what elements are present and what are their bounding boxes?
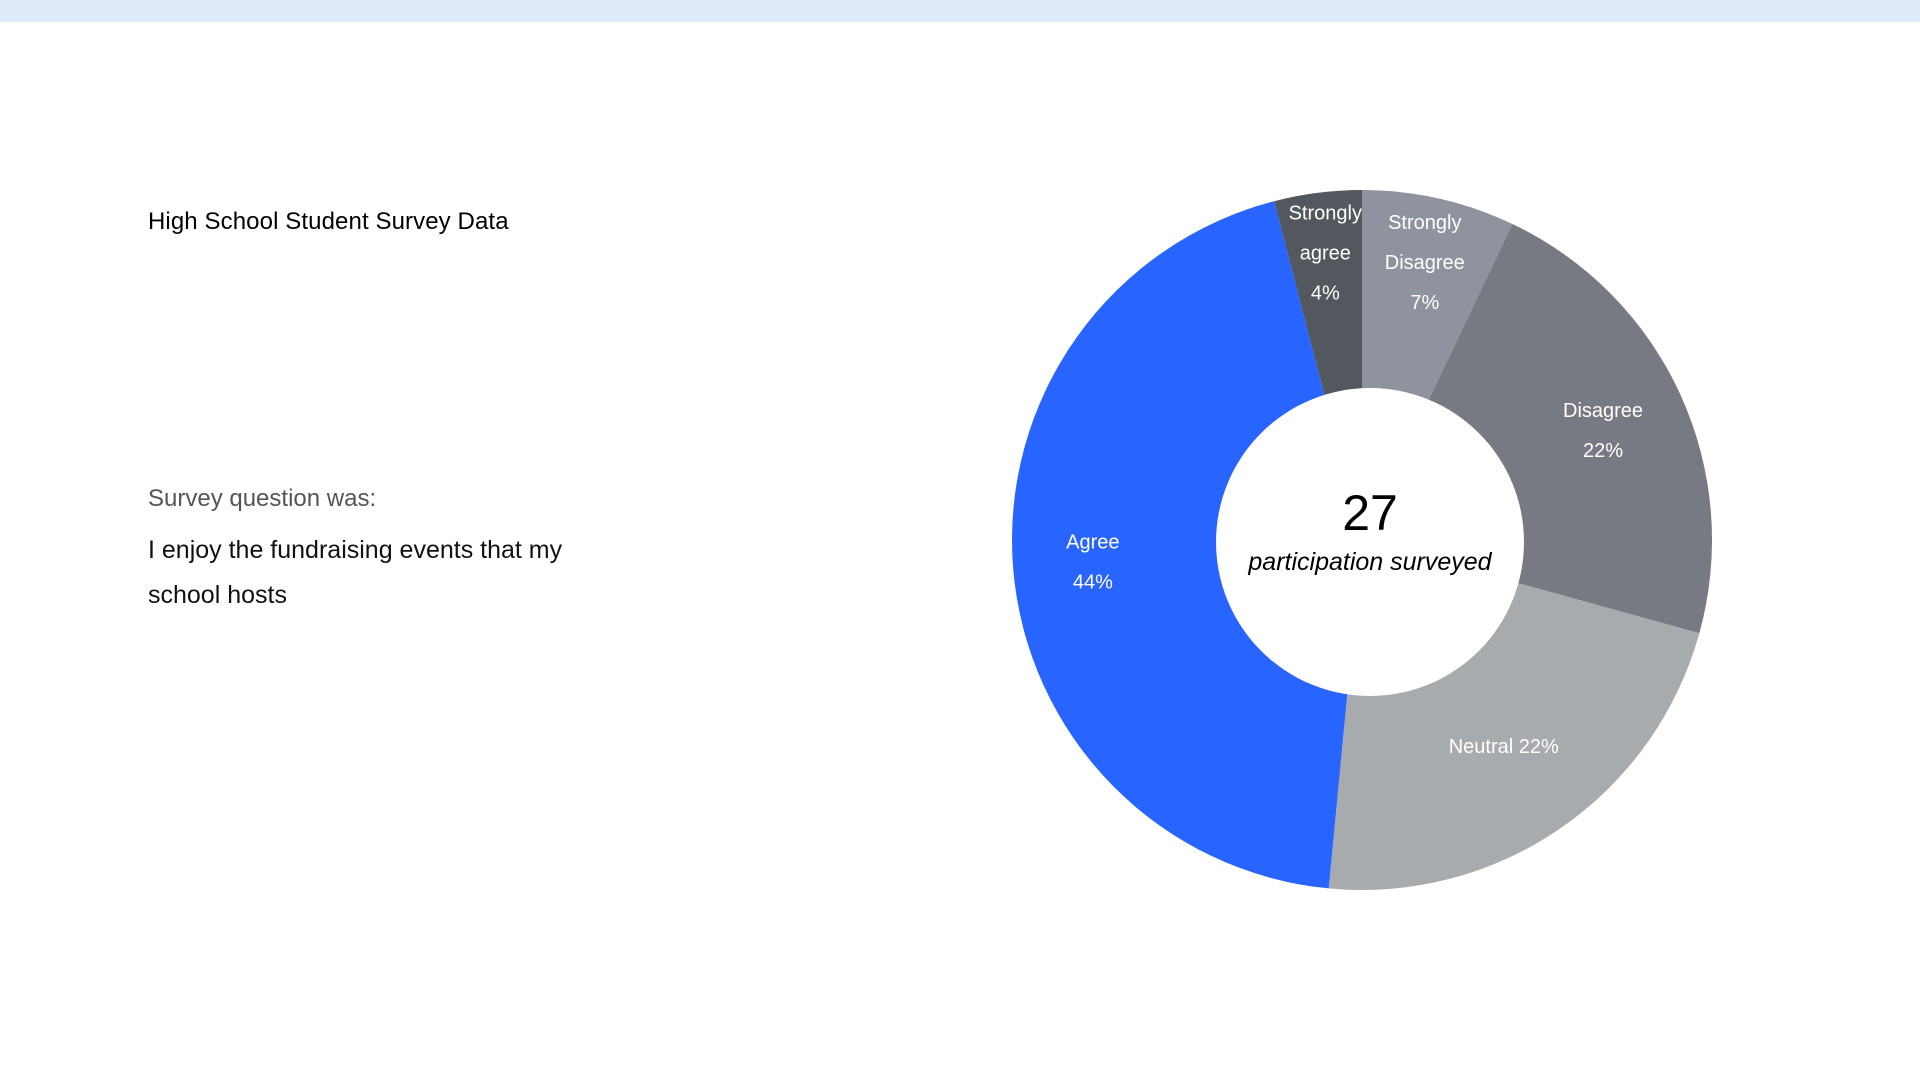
slice-label-neutral: Neutral 22%: [1449, 736, 1559, 758]
donut-chart: Strongly Disagree 7% Disagree 22% Neutral 22%…: [1012, 190, 1712, 890]
slice-label-line: agree: [1300, 242, 1351, 264]
slice-label-line: Strongly: [1289, 202, 1362, 224]
slice-label-line: 22%: [1583, 440, 1623, 462]
slice-label-line: Strongly: [1388, 212, 1461, 234]
slice-label-line: Disagree: [1563, 400, 1643, 422]
slice-labels: Strongly Disagree 7% Disagree 22% Neutral 22%…: [1066, 202, 1643, 758]
slice-label-line: 7%: [1410, 292, 1439, 314]
slice-agree: [1012, 201, 1362, 889]
slice-label-line: 44%: [1073, 571, 1113, 593]
survey-question-label: Survey question was:: [148, 485, 377, 512]
top-band: [0, 0, 1920, 22]
center-caption: participation surveyed: [1247, 548, 1492, 576]
slice-label-agree: Agree 44%: [1066, 531, 1119, 593]
slice-label-disagree: Disagree 22%: [1563, 400, 1643, 462]
survey-question-text: I enjoy the fundraising events that my s…: [148, 536, 563, 609]
slice-label-line: 4%: [1311, 282, 1340, 304]
page-title: High School Student Survey Data: [148, 208, 509, 235]
center-number: 27: [1342, 485, 1398, 541]
donut-hole: [1216, 388, 1524, 696]
slice-label-strongly-agree: Strongly agree 4%: [1289, 202, 1362, 304]
slice-label-line: Disagree: [1385, 252, 1465, 274]
slice-label-line: Agree: [1066, 531, 1119, 553]
slice-label-strongly-disagree: Strongly Disagree 7%: [1385, 212, 1465, 314]
slice-label-line: Neutral 22%: [1449, 736, 1559, 758]
